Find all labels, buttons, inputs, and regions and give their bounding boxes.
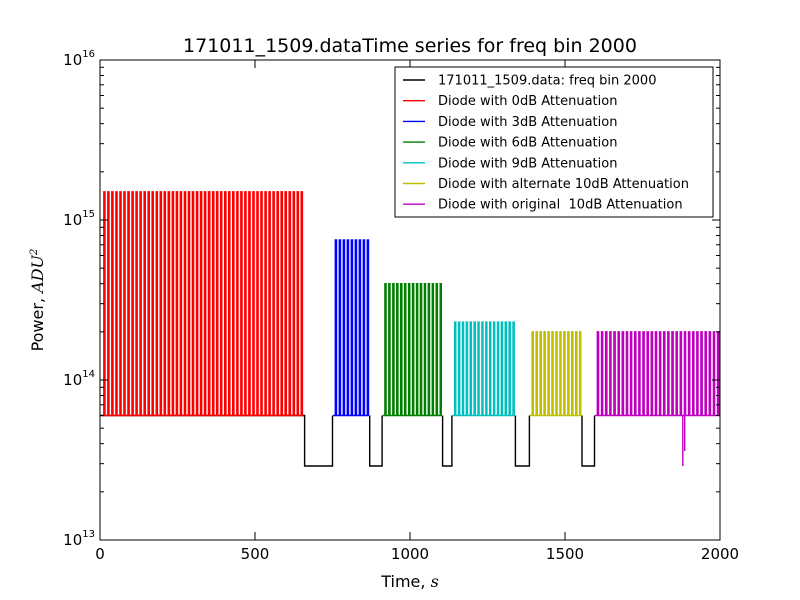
y-tick-label: 1016: [63, 49, 95, 69]
legend-label: Diode with 9dB Attenuation: [438, 156, 617, 171]
legend-box: [394, 66, 714, 218]
y-tick-label: 1015: [63, 209, 95, 229]
chart-title: 171011_1509.dataTime series for freq bin…: [183, 35, 637, 57]
x-axis-label: Time, s: [380, 572, 439, 591]
legend-label: Diode with 6dB Attenuation: [438, 136, 617, 151]
series-line-5: [530, 331, 582, 417]
series-line-3: [382, 283, 442, 417]
series-line-6: [595, 331, 720, 466]
x-tick-label: 0: [95, 545, 105, 563]
x-tick-label: 500: [241, 545, 270, 563]
series-line-4: [452, 321, 515, 417]
y-tick-label: 1014: [63, 369, 95, 389]
axis-ticks: 0 500 1000 1500 2000 1013 1014 1015 1016: [63, 49, 739, 563]
legend-label: Diode with 0dB Attenuation: [438, 94, 617, 109]
series-line-2: [333, 239, 370, 417]
legend-label: 171011_1509.data: freq bin 2000: [438, 74, 656, 89]
y-axis-label: Power, ADU2: [28, 249, 47, 352]
plot-lines: [100, 191, 720, 467]
series-line-1: [101, 191, 304, 417]
legend-label: Diode with original 10dB Attenuation: [438, 198, 683, 213]
x-tick-label: 2000: [701, 545, 739, 563]
legend-label: Diode with alternate 10dB Attenuation: [438, 177, 689, 192]
y-tick-label: 1013: [63, 529, 95, 549]
legend-label: Diode with 3dB Attenuation: [438, 115, 617, 130]
x-tick-label: 1500: [546, 545, 584, 563]
x-tick-label: 1000: [391, 545, 429, 563]
legend: 171011_1509.data: freq bin 2000 Diode wit…: [394, 66, 714, 218]
series-line-0: [100, 414, 596, 467]
